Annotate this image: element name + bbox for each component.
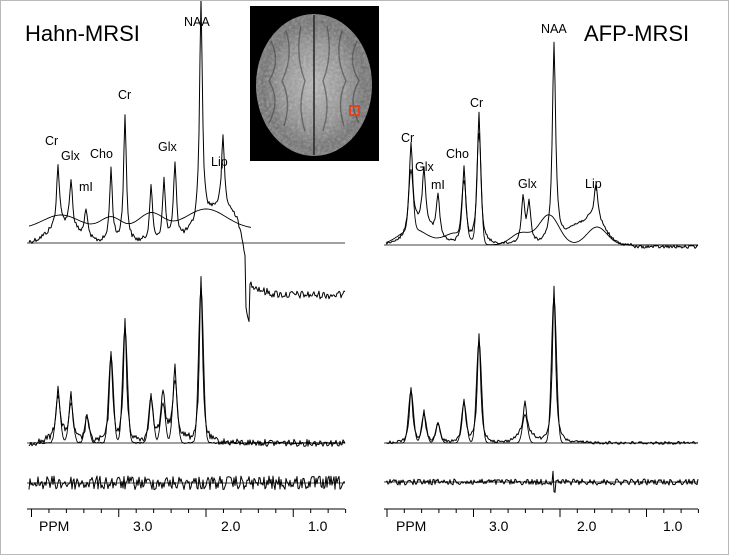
peak-label-cr: Cr bbox=[45, 134, 58, 148]
peak-label-cho: Cho bbox=[90, 147, 113, 161]
spectrum-trace-fit bbox=[28, 286, 346, 445]
spectrum-trace-residual bbox=[28, 475, 346, 491]
peak-label-glx: Glx bbox=[415, 160, 435, 174]
ppm-axis-ticks bbox=[386, 509, 699, 517]
spectrum-trace-fit bbox=[28, 208, 252, 228]
spectrum-trace-fit bbox=[386, 295, 698, 444]
spectrum-trace-raw bbox=[28, 1, 346, 322]
peak-label-lip: Lip bbox=[585, 177, 602, 191]
panel-title: AFP-MRSI bbox=[584, 21, 689, 46]
panel-hahn-mrsi: Hahn-MRSI Cr Glx mI Cho Cr Glx NAA Lip P… bbox=[25, 1, 347, 534]
peak-label-cho: Cho bbox=[446, 147, 469, 161]
peak-label-glx: Glx bbox=[518, 177, 538, 191]
ppm-axis-label: PPM bbox=[396, 518, 426, 534]
peak-label-cr: Cr bbox=[118, 88, 131, 102]
peak-label-naa: NAA bbox=[184, 15, 210, 29]
mri-brain-image bbox=[250, 6, 379, 161]
ppm-tick-label: 1.0 bbox=[663, 518, 683, 534]
ppm-axis-ticks bbox=[31, 509, 347, 517]
peak-label-cr: Cr bbox=[401, 131, 414, 145]
spectrum-trace-fit bbox=[385, 133, 698, 246]
spectrum-trace-residual bbox=[385, 470, 699, 493]
spectrum-trace-raw bbox=[385, 41, 699, 249]
ppm-tick-label: 2.0 bbox=[577, 518, 597, 534]
peak-label-glx: Glx bbox=[158, 140, 178, 154]
ppm-tick-label: 3.0 bbox=[489, 518, 509, 534]
peak-label-lip: Lip bbox=[211, 155, 228, 169]
spectrum-trace-corrected bbox=[385, 285, 699, 445]
ppm-axis-label: PPM bbox=[39, 518, 69, 534]
panel-title: Hahn-MRSI bbox=[25, 21, 140, 46]
peak-label-cr: Cr bbox=[470, 96, 483, 110]
roi-voxel-marker bbox=[349, 105, 360, 116]
peak-label-mi: mI bbox=[79, 180, 93, 194]
panel-afp-mrsi: AFP-MRSI Cr Glx mI Cho Cr Glx NAA Lip PP… bbox=[384, 21, 699, 534]
ppm-tick-label: 2.0 bbox=[221, 518, 241, 534]
ppm-tick-label: 3.0 bbox=[133, 518, 153, 534]
spectrum-trace-corrected bbox=[28, 276, 346, 447]
peak-label-naa: NAA bbox=[541, 22, 567, 36]
ppm-tick-label: 1.0 bbox=[308, 518, 328, 534]
peak-label-mi: mI bbox=[431, 178, 445, 192]
peak-label-glx: Glx bbox=[61, 149, 81, 163]
